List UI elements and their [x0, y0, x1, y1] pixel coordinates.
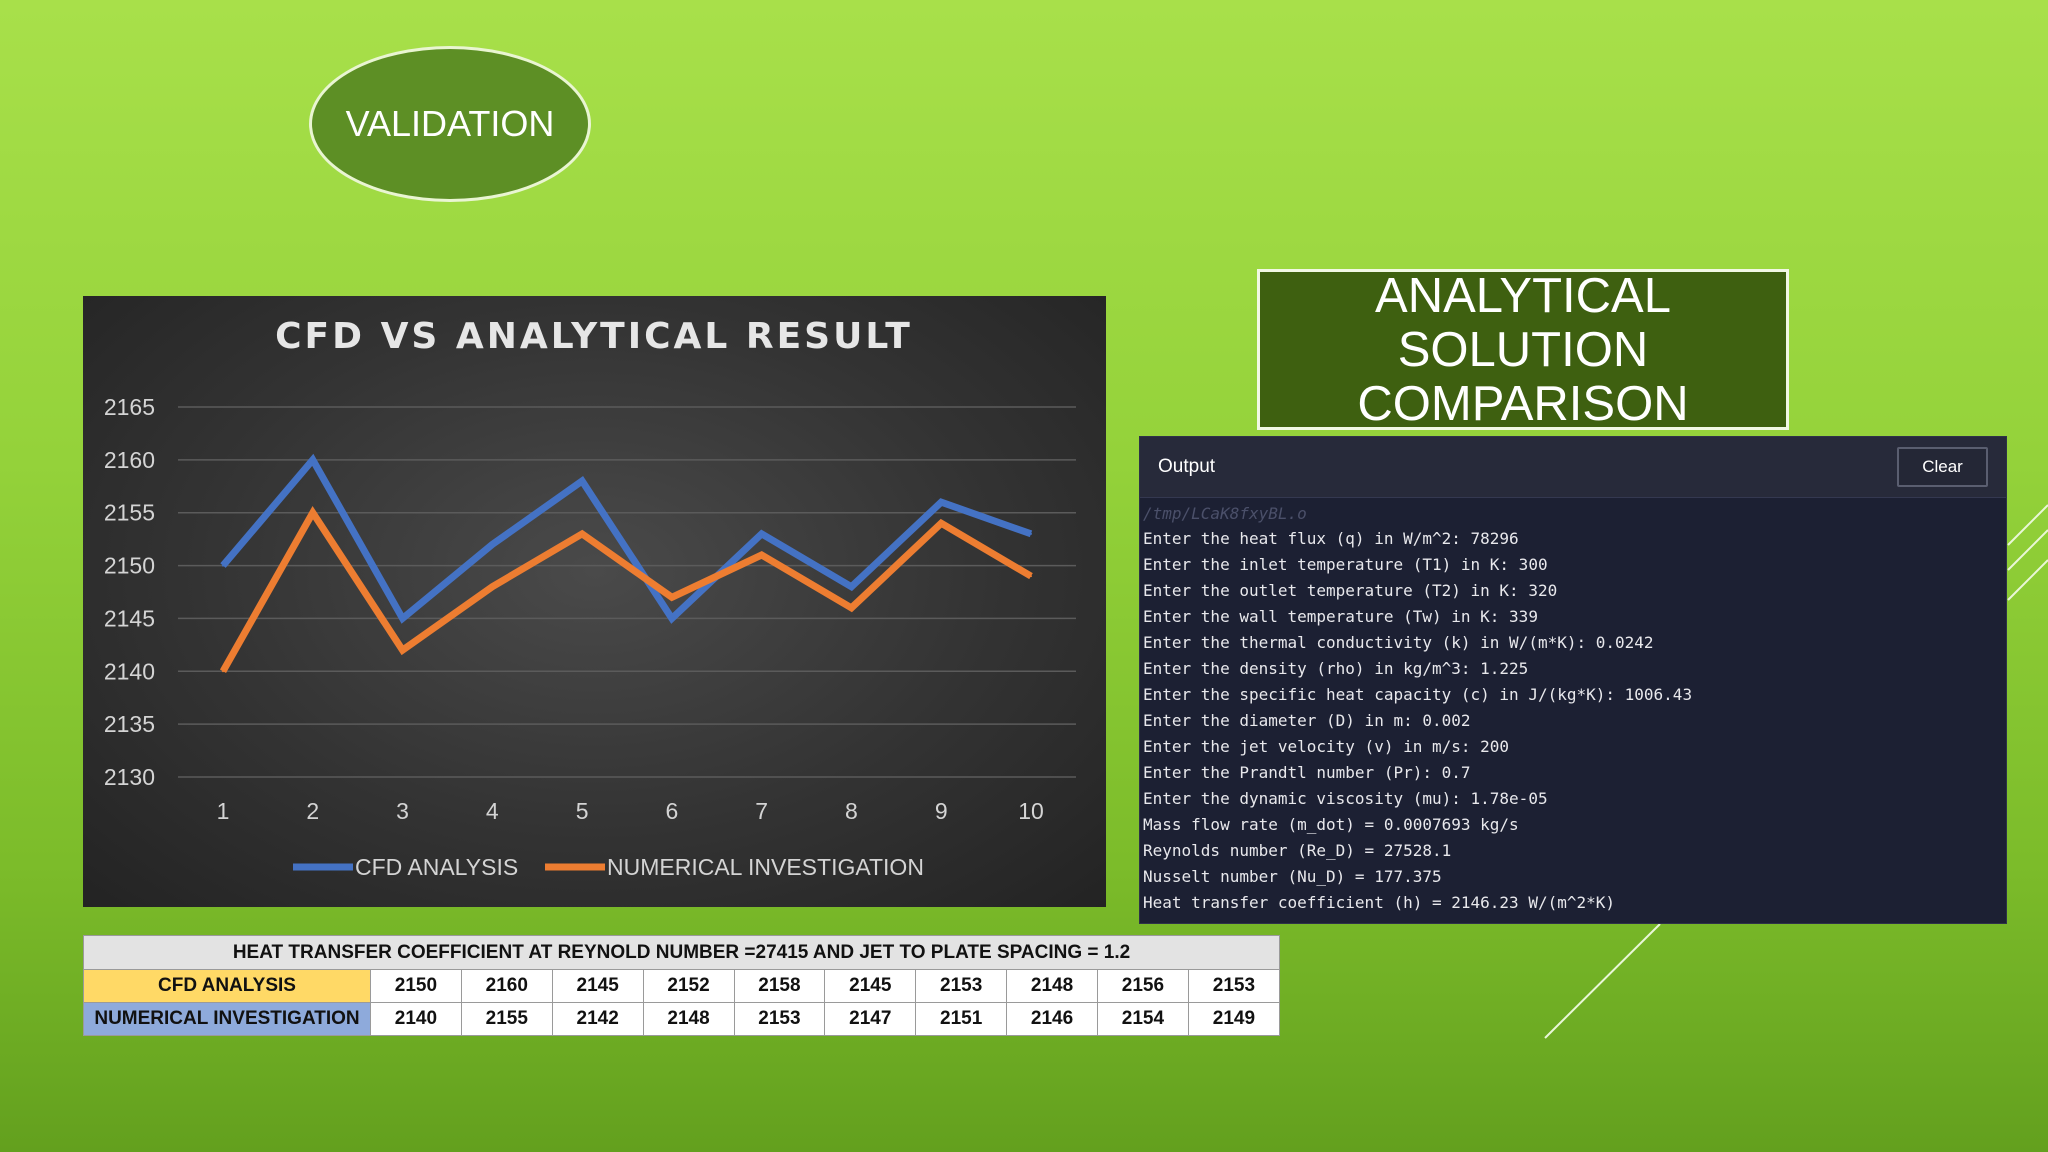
- numerical-investigation-point: [670, 596, 673, 599]
- analytical-title-line1: ANALYTICAL SOLUTION: [1375, 268, 1671, 377]
- x-tick-label: 5: [576, 798, 589, 824]
- clear-button[interactable]: Clear: [1897, 447, 1988, 487]
- x-tick-label: 4: [486, 798, 499, 824]
- heat-transfer-table: HEAT TRANSFER COEFFICIENT AT REYNOLD NUM…: [83, 935, 1281, 1036]
- y-tick-label: 2145: [104, 605, 155, 631]
- table-cell: 2145: [824, 969, 917, 1003]
- cfd-analysis-point: [491, 543, 494, 546]
- cfd-analysis-point: [401, 617, 404, 620]
- line-chart-panel: CFD VS ANALYTICAL RESULT 2130 2135 2140 2145…: [83, 296, 1106, 907]
- x-tick-label: 6: [665, 798, 678, 824]
- table-cell: 2153: [1187, 969, 1281, 1003]
- numerical-investigation-line: [219, 505, 1033, 674]
- console-line: Heat transfer coefficient (h) = 2146.23 …: [1143, 893, 1616, 912]
- chart-title: CFD VS ANALYTICAL RESULT: [275, 316, 913, 357]
- numerical-investigation-point: [311, 511, 314, 514]
- legend-label: CFD ANALYSIS: [355, 854, 518, 880]
- table-cell: 2146: [1006, 1002, 1098, 1036]
- x-tick-label: 8: [845, 798, 858, 824]
- console-line: Enter the specific heat capacity (c) in …: [1143, 685, 1693, 704]
- y-tick-label: 2135: [104, 711, 155, 737]
- console-title: Output: [1158, 456, 1216, 477]
- validation-badge: VALIDATION: [309, 46, 591, 202]
- numerical-investigation-point: [760, 554, 763, 556]
- legend-label: NUMERICAL INVESTIGATION: [607, 854, 924, 880]
- validation-label: VALIDATION: [345, 103, 555, 144]
- row-label: CFD ANALYSIS: [83, 969, 371, 1003]
- cfd-analysis-point: [760, 532, 763, 535]
- table-cell: 2150: [370, 969, 462, 1003]
- numerical-investigation-point: [491, 585, 494, 588]
- cfd-analysis-point: [1030, 532, 1032, 535]
- table-cell: 2156: [1097, 969, 1189, 1003]
- row-label: NUMERICAL INVESTIGATION: [83, 1002, 371, 1036]
- numerical-investigation-point: [940, 522, 943, 525]
- table-cell: 2148: [642, 1002, 735, 1036]
- y-tick-label: 2165: [104, 394, 155, 420]
- cfd-analysis-point: [311, 458, 314, 461]
- numerical-investigation-point: [581, 532, 584, 535]
- console-line: Reynolds number (Re_D) = 27528.1: [1143, 841, 1452, 860]
- x-tick-label: 2: [306, 798, 319, 824]
- cfd-analysis-point: [670, 617, 673, 620]
- table-cell: 2145: [551, 969, 644, 1003]
- table-cell: 2142: [551, 1002, 644, 1036]
- table-cell: 2151: [915, 1002, 1008, 1036]
- y-tick-label: 2155: [104, 500, 155, 526]
- table-cell: 2149: [1187, 1002, 1281, 1036]
- console-line: Nusselt number (Nu_D) = 177.375: [1143, 867, 1442, 886]
- console-line: Enter the density (rho) in kg/m^3: 1.225: [1143, 659, 1529, 678]
- console-body: /tmp/LCaK8fxyBL.o Enter the heat flux (q…: [1140, 498, 2006, 920]
- analytical-title-box: ANALYTICAL SOLUTION COMPARISON: [1257, 268, 1789, 431]
- table-cell: 2148: [1006, 969, 1098, 1003]
- console-header: Output Clear: [1140, 437, 2006, 498]
- console-line: Enter the dynamic viscosity (mu): 1.78e-…: [1143, 789, 1548, 808]
- y-tick-label: 2140: [104, 658, 155, 684]
- table-cell: 2155: [460, 1002, 553, 1036]
- console-line: Enter the Prandtl number (Pr): 0.7: [1143, 763, 1471, 782]
- table-cell: 2147: [824, 1002, 917, 1036]
- console-line: Enter the diameter (D) in m: 0.002: [1143, 711, 1471, 730]
- x-tick-label: 10: [1018, 798, 1044, 824]
- cfd-analysis-line: [220, 453, 1033, 624]
- x-tick-label: 9: [935, 798, 948, 824]
- numerical-investigation-point: [1030, 575, 1032, 578]
- console-line: Enter the outlet temperature (T2) in K: …: [1143, 581, 1558, 600]
- cfd-analysis-point: [222, 564, 224, 567]
- line-chart: CFD VS ANALYTICAL RESULT2130213521402145…: [104, 316, 1076, 880]
- console-path: /tmp/LCaK8fxyBL.o: [1143, 504, 1307, 523]
- y-tick-label: 2160: [104, 447, 155, 473]
- numerical-investigation-point: [222, 670, 224, 673]
- numerical-investigation-point: [401, 649, 404, 652]
- console-line: Enter the inlet temperature (T1) in K: 3…: [1143, 555, 1548, 574]
- table-cell: 2160: [460, 969, 553, 1003]
- numerical-investigation-point: [850, 606, 853, 609]
- console-line: Mass flow rate (m_dot) = 0.0007693 kg/s: [1143, 815, 1519, 834]
- x-tick-label: 7: [755, 798, 768, 824]
- table-caption: HEAT TRANSFER COEFFICIENT AT REYNOLD NUM…: [83, 935, 1280, 970]
- x-tick-label: 1: [217, 798, 230, 824]
- table-cell: 2158: [733, 969, 826, 1003]
- table-cell: 2152: [642, 969, 735, 1003]
- table-cell: 2154: [1097, 1002, 1189, 1036]
- table-cell: 2153: [915, 969, 1008, 1003]
- table-row: NUMERICAL INVESTIGATION 2140 2155 2142 2148 2…: [83, 1002, 1281, 1036]
- cfd-analysis-point: [940, 501, 943, 504]
- console-line: Enter the thermal conductivity (k) in W/…: [1143, 633, 1654, 652]
- output-console: Output Clear /tmp/LCaK8fxyBL.o Enter the…: [1139, 436, 2007, 924]
- analytical-title-line2: COMPARISON: [1357, 376, 1689, 431]
- cfd-analysis-point: [850, 585, 853, 588]
- table-row: CFD ANALYSIS 2150 2160 2145 2152 2158 2145 2153…: [83, 969, 1281, 1003]
- y-tick-label: 2130: [104, 764, 155, 790]
- x-tick-label: 3: [396, 798, 409, 824]
- table-cell: 2153: [733, 1002, 826, 1036]
- cfd-analysis-point: [581, 480, 584, 482]
- console-line: Enter the jet velocity (v) in m/s: 200: [1143, 737, 1510, 756]
- console-line: Enter the heat flux (q) in W/m^2: 78296: [1143, 529, 1519, 548]
- y-tick-label: 2150: [104, 553, 155, 579]
- console-line: Enter the wall temperature (Tw) in K: 33…: [1143, 607, 1538, 626]
- table-cell: 2140: [370, 1002, 462, 1036]
